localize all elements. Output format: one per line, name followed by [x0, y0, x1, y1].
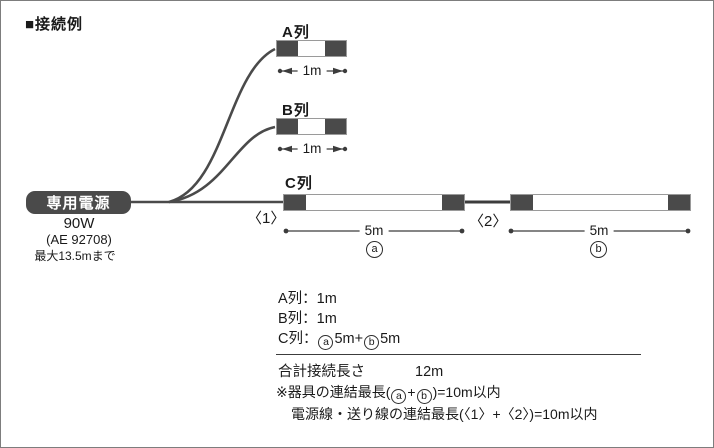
row-c-strip1-end-left [284, 195, 306, 210]
summary-row-c-mid: 5m+ [334, 331, 364, 347]
row-c-strip2-body [533, 195, 668, 210]
segment-a-mark: a [366, 241, 383, 258]
segment-b-mark-letter: b [595, 243, 602, 255]
wire-branch-a-icon [168, 47, 276, 204]
summary-circled-b-icon: b [364, 334, 380, 350]
row-b-strip-body [298, 119, 325, 134]
total-label: 合計接続長さ [278, 364, 365, 380]
summary-row-a: A列：1m [278, 291, 337, 307]
power-max-length: 最大13.5mまで [34, 249, 116, 263]
row-c-strip-1 [283, 194, 465, 211]
row-b-length-label: 1m [297, 141, 327, 156]
row-a-strip-end-left [277, 41, 298, 56]
notes-block: ※器具の連結最長(a + b)=10m以内 電源線・送り線の連結最長(〈1〉+〈2〉… [276, 382, 597, 425]
summary-row-c-prefix: C列： [278, 331, 318, 347]
row-a-strip-end-right [325, 41, 346, 56]
segment-b-mark: b [590, 241, 607, 258]
note-circled-b-icon: b [416, 388, 432, 404]
row-c-seg2-length-label: 5m [584, 223, 614, 238]
power-supply-label: 専用電源 [46, 195, 111, 212]
row-b-strip-end-right [325, 119, 346, 134]
summary-row-b: B列：1m [278, 311, 337, 327]
page-title: ■接続例 [25, 16, 84, 33]
connector-1-label: 〈1〉 [247, 210, 286, 227]
summary-block: A列：1m B列：1m C列： a 5m+ b 5m [278, 289, 401, 350]
row-b-strip [276, 118, 347, 135]
note1-suffix: )=10m以内 [432, 384, 501, 400]
row-c-strip-2 [510, 194, 691, 211]
summary-row-c: C列： a 5m+ b 5m [278, 329, 401, 350]
row-c-strip2-end-right [668, 195, 690, 210]
total-divider [276, 354, 641, 355]
row-a-strip [276, 40, 347, 57]
total-row: 合計接続長さ 12m [278, 360, 443, 381]
wire-branch-b-icon [168, 125, 276, 204]
note-circled-a-icon: a [391, 388, 407, 404]
row-b-label: B列 [282, 102, 310, 119]
row-c-strip1-body [306, 195, 442, 210]
row-a-label: A列 [282, 24, 310, 41]
power-supply-box: 専用電源 [26, 191, 131, 214]
total-value: 12m [415, 364, 444, 380]
note-wire-max: 電源線・送り線の連結最長(〈1〉+〈2〉)=10m以内 [291, 405, 598, 422]
row-c-label: C列 [285, 175, 313, 192]
note-fixture-max: ※器具の連結最長(a + b)=10m以内 [276, 382, 597, 404]
row-c-seg1-length-label: 5m [359, 223, 389, 238]
note1-plus: + [407, 384, 416, 400]
row-a-strip-body [298, 41, 325, 56]
row-c-strip1-end-right [442, 195, 464, 210]
row-a-length-label: 1m [297, 63, 327, 78]
connector-2-label: 〈2〉 [469, 213, 508, 230]
segment-a-mark-letter: a [371, 243, 378, 255]
row-b-strip-end-left [277, 119, 298, 134]
row-c-strip2-end-left [511, 195, 533, 210]
power-wattage: 90W [63, 215, 95, 232]
summary-row-c-suffix: 5m [380, 331, 401, 347]
note1-prefix: ※器具の連結最長( [276, 384, 391, 400]
power-model-number: (AE 92708) [46, 232, 112, 247]
summary-circled-a-icon: a [318, 334, 334, 350]
